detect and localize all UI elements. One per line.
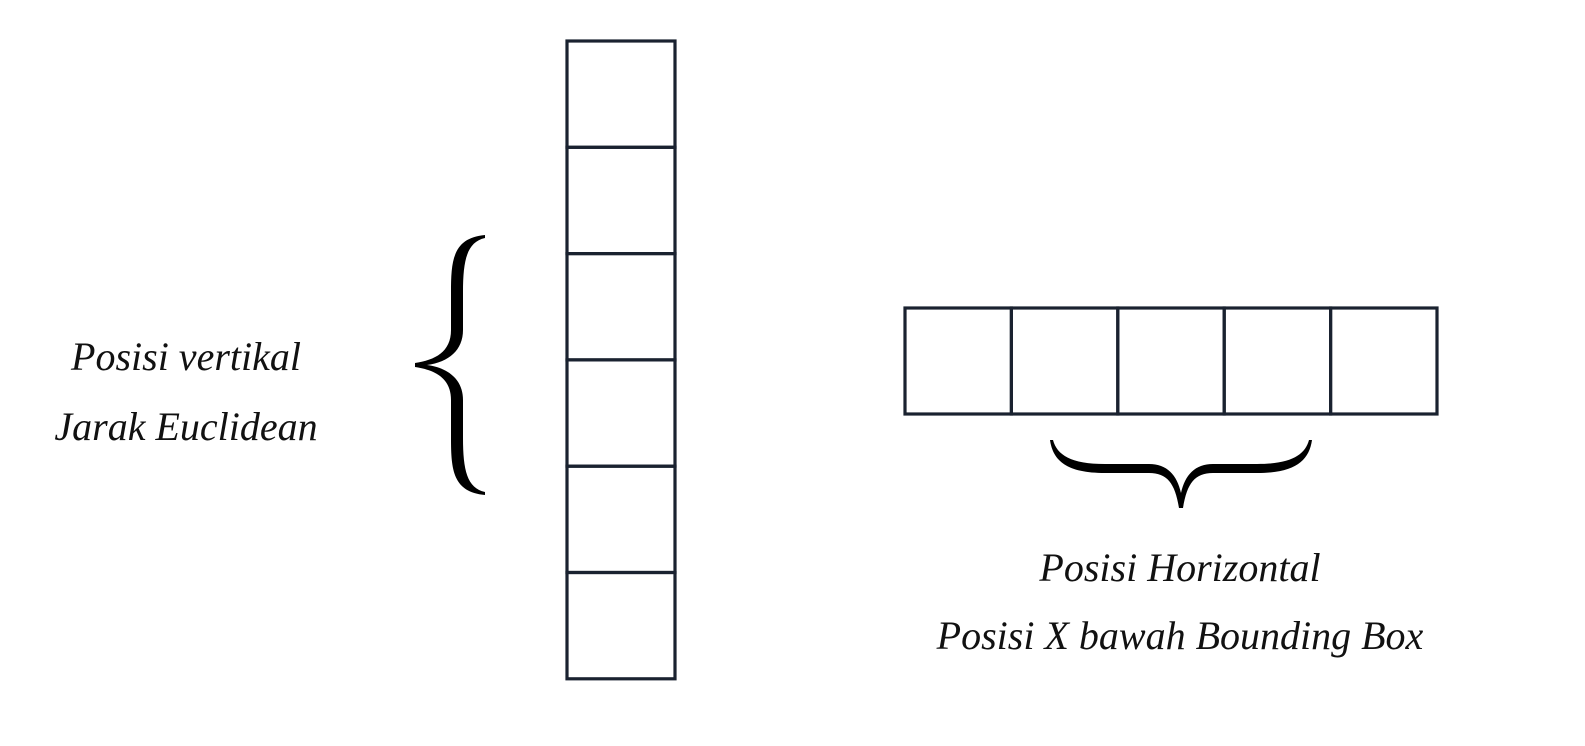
vertical-grid-cell-5 — [565, 464, 677, 575]
vertical-grid-cell-1 — [565, 39, 677, 149]
horizontal-cell-grid — [903, 306, 1439, 416]
horizontal-label-line-2: Posisi X bawah Bounding Box — [936, 613, 1424, 658]
bottom-curly-brace — [1050, 440, 1312, 508]
bottom-curly-brace-shape — [1050, 440, 1312, 508]
horizontal-grid-cell-4 — [1222, 306, 1333, 416]
vertical-grid-cell-3 — [565, 252, 677, 362]
left-curly-brace-shape — [415, 235, 485, 495]
horizontal-grid-cell-1 — [903, 306, 1014, 416]
vertical-label-line-2: Jarak Euclidean — [54, 404, 318, 449]
left-curly-brace — [415, 235, 485, 495]
vertical-grid-cell-2 — [565, 145, 677, 256]
horizontal-grid-cell-2 — [1009, 306, 1120, 416]
vertical-label-line-1: Posisi vertikal — [71, 334, 301, 379]
horizontal-grid-cell-5 — [1329, 306, 1439, 416]
vertical-grid-cell-6 — [565, 570, 677, 681]
vertical-grid-cell-4 — [565, 358, 677, 468]
horizontal-grid-cell-3 — [1116, 306, 1226, 416]
vertical-cell-grid — [565, 39, 677, 681]
horizontal-label-line-1: Posisi Horizontal — [1039, 545, 1321, 590]
